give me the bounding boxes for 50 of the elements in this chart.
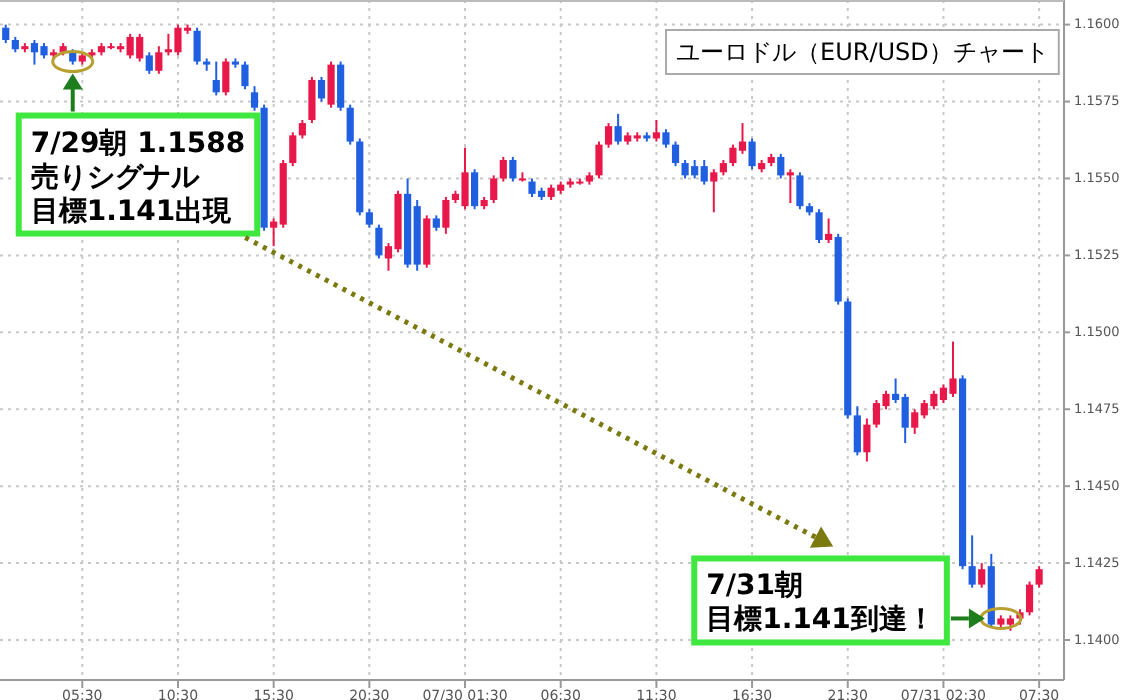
candlestick (222, 57, 230, 97)
candlestick (786, 168, 794, 205)
candlestick (317, 75, 326, 103)
candlestick (241, 60, 249, 91)
candlestick (652, 119, 660, 143)
candlestick (614, 112, 622, 146)
annotation: 目標1.141到達！ (706, 604, 935, 637)
candlestick (796, 171, 804, 211)
candlestick (2, 23, 10, 45)
candlestick (777, 152, 785, 180)
candlestick (471, 168, 479, 211)
candlestick (327, 60, 335, 109)
candlestick (298, 119, 306, 140)
candlestick (365, 208, 373, 229)
candlestick (595, 140, 603, 180)
annotation: 7/31朝 目標1.141到達！ (691, 555, 950, 646)
candlestick (289, 131, 297, 168)
candlestick (375, 223, 383, 260)
annotation: 7/31朝 (706, 570, 803, 603)
candlestick (1025, 580, 1034, 617)
candlestick (490, 174, 498, 205)
candlestick (815, 208, 823, 245)
candlestick (978, 562, 986, 589)
candlestick (509, 155, 517, 183)
candlestick (825, 217, 833, 245)
candlestick (499, 155, 507, 183)
candlestick (212, 60, 220, 97)
annotation: 売りシグナル (30, 161, 201, 194)
candlestick (662, 128, 670, 149)
candlestick (337, 60, 345, 112)
annotation: 7/29朝 1.1588 売りシグナル 目標1.141出現 (15, 112, 261, 237)
candlestick (710, 168, 718, 214)
candlestick (748, 137, 756, 171)
candlestick (863, 417, 871, 463)
candlestick (604, 122, 613, 149)
candlestick (671, 140, 680, 168)
candlestick (423, 214, 431, 269)
title: ユーロドル（EUR/USD）チャート (665, 29, 1060, 75)
candlestick (193, 26, 201, 66)
candlestick (155, 45, 163, 75)
annotation: 目標1.141出現 (30, 195, 234, 228)
candlestick (250, 85, 259, 112)
candlestick (308, 75, 316, 125)
candlestick (853, 405, 861, 457)
candlestick (442, 195, 450, 235)
candlestick (346, 103, 354, 146)
candlestick (968, 534, 976, 589)
candlestick (145, 51, 153, 75)
candlestick (1035, 565, 1043, 589)
annotation: 7/29朝 1.1588 (30, 127, 246, 160)
